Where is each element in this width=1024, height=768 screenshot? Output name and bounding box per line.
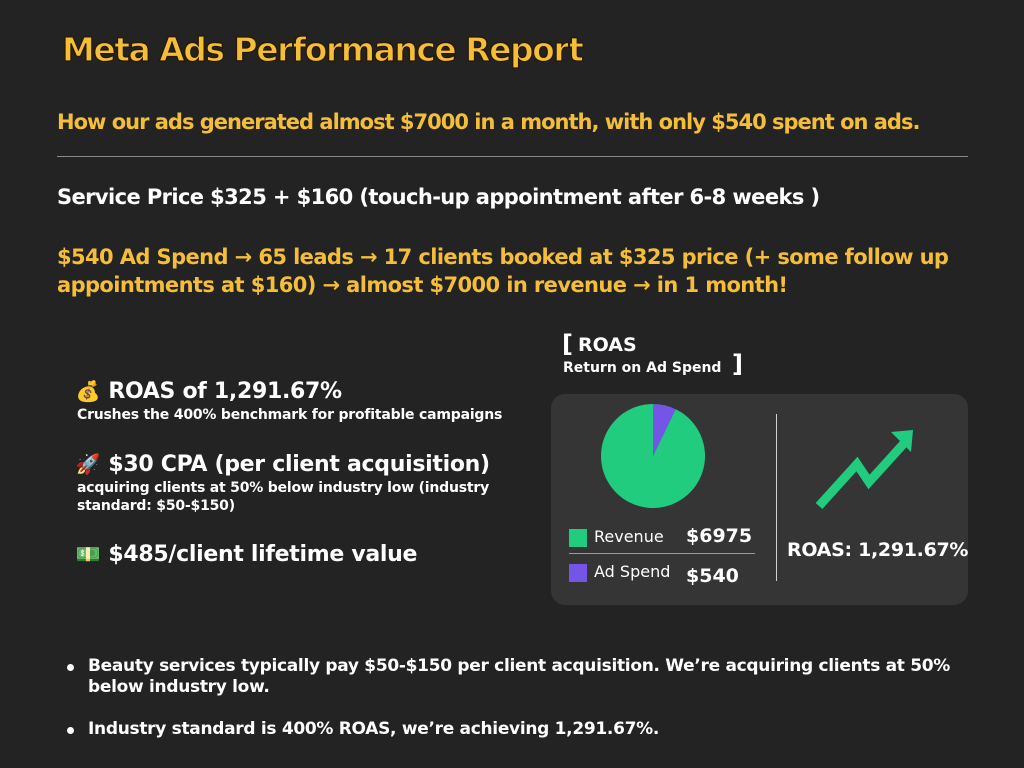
pie-slice-ad-spend — [653, 404, 676, 456]
metric-cpa: 🚀 $30 CPA (per client acquisition) acqui… — [75, 452, 535, 515]
insight-bullets: Beauty services typically pay $50-$150 p… — [67, 656, 987, 761]
roas-heading-subtitle: Return on Ad Spend — [563, 360, 722, 376]
metric-roas-title: ROAS of 1,291.67% — [108, 379, 342, 404]
legend-value-revenue: $6975 — [686, 525, 753, 547]
pie-slice-revenue — [601, 404, 705, 508]
roas-heading-title: ROAS — [578, 334, 637, 356]
metric-roas: 💰 ROAS of 1,291.67% Crushes the 400% ben… — [75, 379, 503, 424]
report-subtitle: How our ads generated almost $7000 in a … — [57, 110, 920, 134]
metric-ltv-title: $485/client lifetime value — [108, 542, 418, 567]
rocket-icon: 🚀 — [75, 452, 101, 476]
legend-value-ad-spend: $540 — [686, 565, 739, 587]
close-bracket: ] — [732, 350, 743, 378]
card-vertical-divider — [776, 414, 777, 581]
metric-cpa-desc: acquiring clients at 50% below industry … — [77, 480, 490, 514]
funnel-line-1: $540 Ad Spend → 65 leads → 17 clients bo… — [57, 245, 949, 269]
funnel-line-2: appointments at $160) → almost $7000 in … — [57, 273, 788, 297]
roas-chart-card: Revenue $6975 Ad Spend $540 ROAS: 1,291.… — [551, 394, 968, 605]
open-bracket: [ — [562, 330, 573, 358]
roas-value: ROAS: 1,291.67% — [787, 539, 969, 561]
metric-ltv: 💵 $485/client lifetime value — [75, 542, 418, 567]
legend-label-ad-spend: Ad Spend — [594, 562, 671, 581]
funnel-summary: $540 Ad Spend → 65 leads → 17 clients bo… — [57, 243, 987, 299]
arrow-trend-up-icon — [815, 430, 913, 510]
bullet-item: Industry standard is 400% ROAS, we’re ac… — [67, 719, 987, 740]
revenue-pie-chart — [601, 404, 705, 508]
service-price: Service Price $325 + $160 (touch-up appo… — [57, 185, 820, 209]
metric-cpa-title: $30 CPA (per client acquisition) — [108, 452, 490, 477]
bullet-item: Beauty services typically pay $50-$150 p… — [67, 656, 987, 698]
section-divider — [57, 156, 968, 157]
metric-roas-desc: Crushes the 400% benchmark for profitabl… — [77, 407, 503, 423]
money-bag-icon: 💰 — [75, 379, 101, 403]
legend-swatch-revenue — [569, 529, 587, 547]
report-title: Meta Ads Performance Report — [61, 29, 584, 69]
dollar-bill-icon: 💵 — [75, 542, 101, 566]
legend-divider — [569, 553, 755, 554]
legend-swatch-ad-spend — [569, 564, 587, 582]
roas-heading: [ ROAS Return on Ad Spend ] — [562, 330, 762, 382]
legend-label-revenue: Revenue — [594, 527, 664, 546]
